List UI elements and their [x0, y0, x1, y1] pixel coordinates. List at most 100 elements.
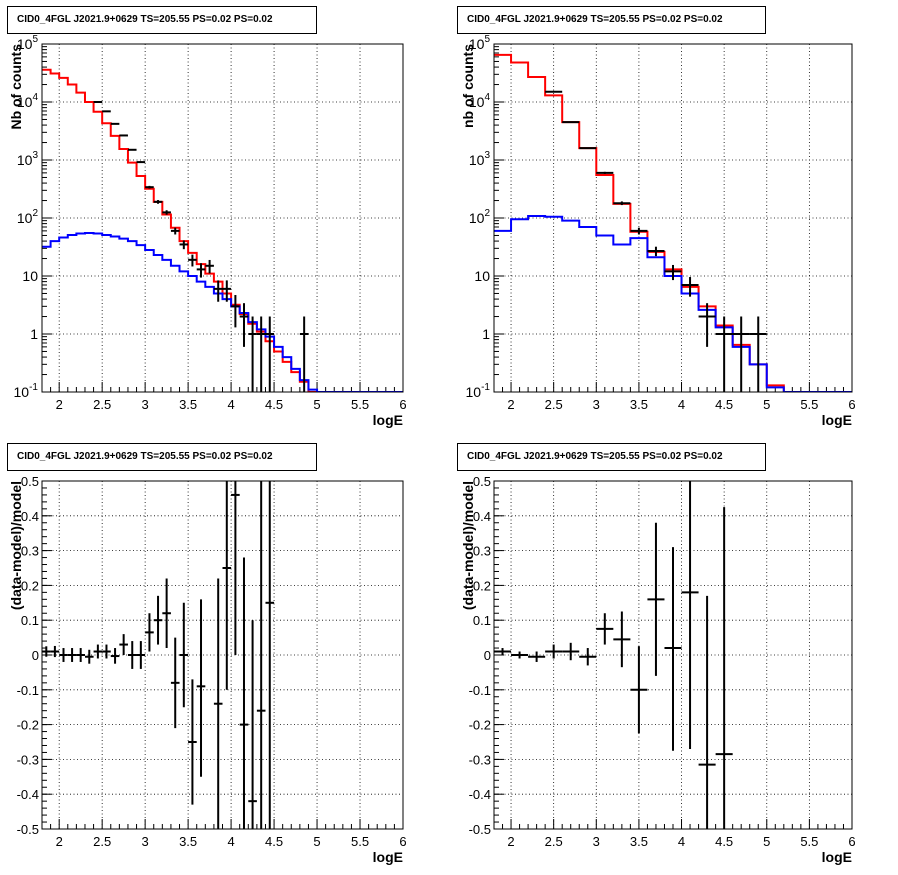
y-tick-label: 102 — [469, 208, 491, 226]
y-tick-label: 104 — [469, 92, 491, 110]
x-tick-label: 2.5 — [545, 834, 563, 849]
x-axis-label: logE — [822, 412, 852, 428]
plot-frame — [41, 480, 404, 830]
y-tick-label: 0 — [484, 648, 491, 663]
chart-title: CID0_4FGL J2021.9+0629 TS=205.55 PS=0.02… — [7, 6, 317, 34]
y-tick-label: -0.4 — [17, 787, 39, 802]
plot-frame — [41, 43, 404, 393]
x-tick-label: 3 — [142, 397, 149, 412]
y-tick-label: -0.5 — [17, 822, 39, 837]
x-axis-label: logE — [373, 849, 403, 865]
y-tick-label: 0.2 — [21, 578, 39, 593]
chart-svg: 2 2.5 3 3.5 4 4.5 5 5.5 6 10-1 1 10 102 103 104 105 logE… — [460, 34, 856, 428]
y-tick-label: -0.3 — [469, 752, 491, 767]
x-tick-label: 4 — [678, 834, 685, 849]
y-tick-label: 0.1 — [21, 613, 39, 628]
y-tick-label: 0 — [32, 648, 39, 663]
x-tick-label: 4.5 — [715, 834, 733, 849]
y-tick-label: -0.3 — [17, 752, 39, 767]
y-tick-label: -0.1 — [17, 683, 39, 698]
x-tick-label: 5 — [313, 397, 320, 412]
panel-residuals-coarse: 2 2.5 3 3.5 4 4.5 5 5.5 6 -0.5 -0.4 -0.3 -0.2 -0.1 0 0.… — [449, 437, 898, 874]
x-tick-label: 2 — [56, 834, 63, 849]
y-tick-label: 0.5 — [473, 474, 491, 489]
data-points — [42, 481, 275, 829]
x-tick-label: 2 — [507, 834, 514, 849]
data-points — [93, 101, 309, 392]
y-tick-label: 1 — [482, 326, 490, 342]
y-tick-label: 0.3 — [473, 544, 491, 559]
x-tick-label: 6 — [848, 834, 855, 849]
x-tick-label: 2.5 — [545, 397, 563, 412]
y-tick-label: -0.1 — [469, 683, 491, 698]
y-tick-label: 1 — [30, 326, 38, 342]
y-tick-label: 10-1 — [466, 382, 491, 400]
y-tick-label: 105 — [17, 34, 39, 52]
chart-svg: 2 2.5 3 3.5 4 4.5 5 5.5 6 10-1 1 10 102 103 104 105 logE… — [8, 34, 407, 428]
x-tick-label: 3.5 — [179, 834, 197, 849]
x-tick-label: 4 — [227, 397, 234, 412]
y-tick-label: 0.4 — [473, 509, 491, 524]
x-tick-label: 4.5 — [265, 834, 283, 849]
data-points — [494, 481, 733, 829]
model-total-histogram — [494, 53, 852, 392]
y-axis-label: Nb of counts — [8, 44, 24, 130]
y-tick-label: -0.2 — [469, 718, 491, 733]
y-tick-label: 105 — [469, 34, 491, 52]
x-tick-label: 5.5 — [800, 834, 818, 849]
y-axis-label: nb of counts — [460, 44, 476, 128]
y-axis-label: (data-model)/model — [8, 481, 24, 610]
axis-ticks — [41, 480, 404, 830]
y-tick-label: 102 — [17, 208, 39, 226]
x-tick-label: 6 — [848, 397, 855, 412]
x-tick-label: 2.5 — [93, 834, 111, 849]
plot-frame — [493, 43, 853, 393]
chart-title: CID0_4FGL J2021.9+0629 TS=205.55 PS=0.02… — [457, 443, 766, 471]
x-tick-label: 3 — [593, 834, 600, 849]
y-tick-label: 0.3 — [21, 544, 39, 559]
panel-counts-fine: 2 2.5 3 3.5 4 4.5 5 5.5 6 10-1 1 10 102 103 104 105 logE… — [0, 0, 449, 437]
grid-lines — [42, 480, 404, 830]
y-tick-label: 103 — [469, 150, 491, 168]
model-total-histogram — [42, 68, 403, 392]
data-points — [545, 90, 767, 392]
x-tick-label: 3 — [142, 834, 149, 849]
y-tick-label: -0.2 — [17, 718, 39, 733]
y-tick-label: 0.5 — [21, 474, 39, 489]
x-tick-label: 5.5 — [351, 834, 369, 849]
x-tick-label: 5.5 — [800, 397, 818, 412]
y-tick-label: 10 — [22, 268, 38, 284]
chart-svg: 2 2.5 3 3.5 4 4.5 5 5.5 6 -0.5 -0.4 -0.3 -0.2 -0.1 0 0.… — [8, 474, 407, 865]
model-source-histogram — [42, 232, 403, 392]
x-tick-label: 5 — [763, 834, 770, 849]
panel-counts-coarse: 2 2.5 3 3.5 4 4.5 5 5.5 6 10-1 1 10 102 103 104 105 logE… — [449, 0, 898, 437]
y-tick-label: 0.4 — [21, 509, 39, 524]
x-tick-label: 4 — [678, 397, 685, 412]
plot-area — [494, 53, 852, 392]
x-tick-label: 2.5 — [93, 397, 111, 412]
chart-svg: 2 2.5 3 3.5 4 4.5 5 5.5 6 -0.5 -0.4 -0.3 -0.2 -0.1 0 0.… — [460, 474, 856, 865]
model-source-histogram — [494, 215, 852, 392]
y-tick-label: 103 — [17, 150, 39, 168]
x-tick-label: 3.5 — [630, 834, 648, 849]
plot-area — [42, 68, 403, 392]
x-tick-label: 4 — [227, 834, 234, 849]
chart-title: CID0_4FGL J2021.9+0629 TS=205.55 PS=0.02… — [457, 6, 766, 34]
x-tick-label: 6 — [399, 834, 406, 849]
grid-lines — [42, 43, 404, 393]
chart-title: CID0_4FGL J2021.9+0629 TS=205.55 PS=0.02… — [7, 443, 317, 471]
x-tick-label: 2 — [56, 397, 63, 412]
y-tick-label: 0.1 — [473, 613, 491, 628]
x-tick-label: 3.5 — [630, 397, 648, 412]
x-tick-label: 3 — [593, 397, 600, 412]
plot-frame — [493, 480, 853, 830]
y-tick-label: 0.2 — [473, 578, 491, 593]
y-tick-label: 10-1 — [14, 382, 39, 400]
x-tick-label: 3.5 — [179, 397, 197, 412]
x-tick-label: 6 — [399, 397, 406, 412]
y-axis-label: (data-model)/model — [460, 481, 476, 610]
x-tick-label: 4.5 — [715, 397, 733, 412]
y-tick-label: -0.5 — [469, 822, 491, 837]
x-axis-label: logE — [373, 412, 403, 428]
